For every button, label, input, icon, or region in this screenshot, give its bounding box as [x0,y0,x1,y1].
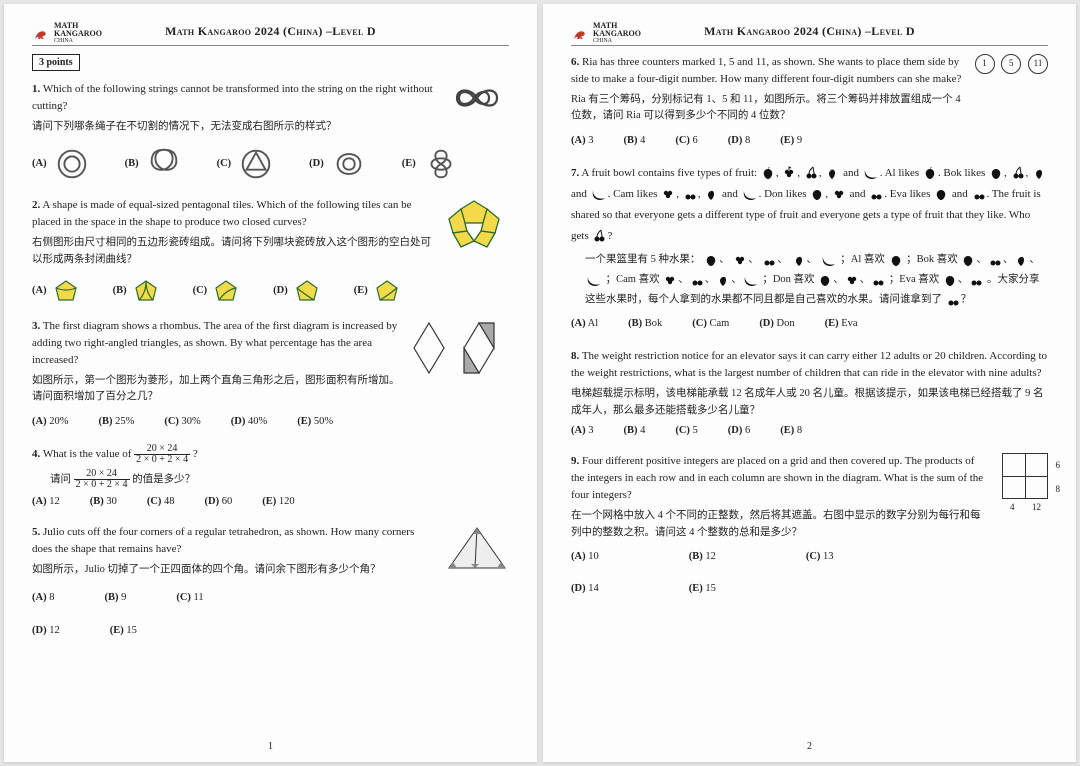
knot-d-icon [330,145,368,183]
grape-icon [661,187,675,201]
knot-b-icon [145,145,183,183]
counter-1: 1 [975,54,995,74]
cherry-icon [972,187,986,201]
strawberry-icon [825,166,839,180]
page-number-2: 2 [807,741,812,752]
strawberry-icon [1032,166,1046,180]
q2-cn: 右侧图形由尺寸相同的五边形瓷砖组成。请问将下列哪块瓷砖放入这个图形的空白处可以形… [32,235,431,268]
page-title: Math Kangaroo 2024 (China) –Level D [571,24,1048,39]
apple-icon [923,166,937,180]
q8-answers: (A) 3 (B) 4 (C) 5 (D) 6 (E) 8 [571,423,1048,439]
q5-en: Julio cuts off the four corners of a reg… [32,526,414,555]
q2-en: A shape is made of equal-sized pentagona… [32,199,412,228]
cherry-icon [869,187,883,201]
grape-icon [782,166,796,180]
q4-en-prefix: What is the value of [43,448,134,460]
apple-icon [989,166,1003,180]
q5-answers: (A) 8 (B) 9 (C) 11 (D) 12 (E) 15 [32,590,509,639]
header-rule [32,45,509,46]
tile-c-icon [213,278,239,304]
q8-cn: 电梯超载提示标明，该电梯能承载 12 名成年人或 20 名儿童。根据该提示，如果… [571,386,1048,419]
brand-line-3: CHINA [54,38,102,44]
q6-cn: Ria 有三个筹码，分别标记有 1、5 和 11，如图所示。将三个筹码并排放置组… [571,92,963,125]
banana-icon [591,187,607,201]
strawberry-icon [704,187,718,201]
banana-icon [863,166,879,180]
q1-cn: 请问下列哪条绳子在不切割的情况下，无法变成右图所示的样式？ [32,119,441,135]
question-7: 7. A fruit bowl contains five types of f… [571,163,1048,334]
page-number-1: 1 [268,741,273,752]
question-4: 4. What is the value of 20 × 24 2 × 0 + … [32,444,509,510]
points-badge: 3 points [32,54,80,71]
kangaroo-icon [571,24,589,42]
knot-c-icon [237,145,275,183]
question-3: 3. The first diagram shows a rhombus. Th… [32,318,509,430]
cherry-icon [1011,166,1025,180]
tile-e-icon [374,278,400,304]
q9-answers: (A) 10 (B) 12 (C) 13 (D) 14 (E) 15 [571,549,1048,598]
question-5: 5. Julio cuts off the four corners of a … [32,524,509,639]
kangaroo-icon [32,24,50,42]
q1-en: Which of the following strings cannot be… [32,83,433,112]
q6-en: Ria has three counters marked 1, 5 and 1… [571,56,961,85]
banana-icon [742,187,758,201]
grape-icon [832,187,846,201]
q8-en: The weight restriction notice for an ele… [571,350,1047,379]
cherry-icon [683,187,697,201]
knot-a-icon [53,145,91,183]
tile-d-icon [294,278,320,304]
counter-5: 5 [1001,54,1021,74]
knot-e-icon [422,145,460,183]
q5-tetrahedron-figure [445,524,509,580]
q3-cn: 如图所示，第一个图形为菱形，加上两个直角三角形之后，图形面积有所增加。请问面积增… [32,373,401,406]
q2-shape-figure [439,197,509,261]
brand-line-2: KANGAROO [54,30,102,38]
q4-cn-prefix: 请问 [50,474,74,485]
q7-answers: (A) Al (B) Bok (C) Cam (D) Don (E) Eva [571,314,1048,334]
tile-b-icon [133,278,159,304]
q1-target-figure [449,81,509,115]
q9-en: Four different positive integers are pla… [571,455,983,501]
q3-rhombus-figure [409,318,509,378]
cherry-icon [592,229,606,243]
q3-en: The first diagram shows a rhombus. The a… [32,320,397,366]
apple-icon [934,187,948,201]
q4-fraction: 20 × 24 2 × 0 + 2 × 4 [134,444,190,465]
counter-11: 11 [1028,54,1048,74]
q6-answers: (A) 3 (B) 4 (C) 6 (D) 8 (E) 9 [571,133,1048,149]
question-1: 1. Which of the following strings cannot… [32,81,509,183]
question-8: 8. The weight restriction notice for an … [571,348,1048,439]
q1-answers: (A) (B) (C) (D) (E) [32,145,509,183]
q4-answers: (A) 12 (B) 30 (C) 48 (D) 60 (E) 120 [32,494,509,510]
q4-cn-suffix: 的值是多少？ [132,474,195,485]
apple-icon [810,187,824,201]
page-1: MATH KANGAROO CHINA Math Kangaroo 2024 (… [4,4,537,762]
apple-icon [761,166,775,180]
page-title: Math Kangaroo 2024 (China) –Level D [32,24,509,39]
tile-a-icon [53,278,79,304]
header-rule [571,45,1048,46]
q3-answers: (A) 20% (B) 25% (C) 30% (D) 40% (E) 50% [32,414,509,430]
page-2: MATH KANGAROO CHINA Math Kangaroo 2024 (… [543,4,1076,762]
q5-cn: 如图所示，Julio 切掉了一个正四面体的四个角。请问余下图形有多少个角？ [32,562,437,578]
question-2: 2. A shape is made of equal-sized pentag… [32,197,509,304]
cherry-icon [804,166,818,180]
q9-grid-figure: 6 8 4 12 [1002,453,1048,499]
question-9: 9. Four different positive integers are … [571,453,1048,597]
q2-answers: (A) (B) (C) (D) (E) [32,278,509,304]
q9-cn: 在一个网格中放入 4 个不同的正整数，然后将其遮盖。右图中显示的数字分别为每行和… [571,508,988,541]
question-6: 6. Ria has three counters marked 1, 5 an… [571,54,1048,149]
